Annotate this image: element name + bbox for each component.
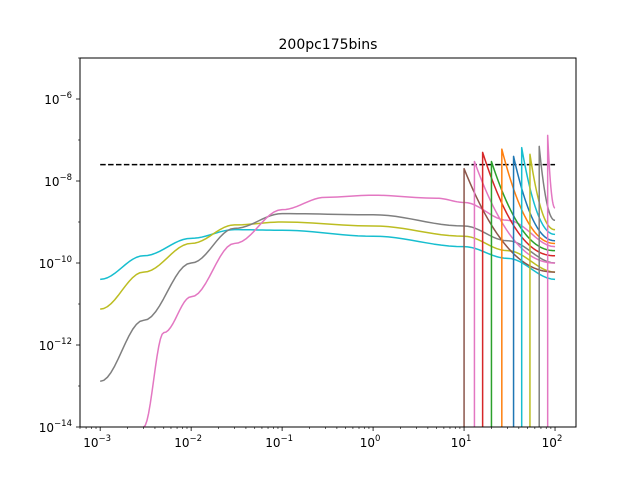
spike-line-7 (520, 146, 556, 427)
series-line-2 (100, 221, 556, 310)
y-tick-label-1: 10−14 (39, 419, 72, 435)
x-tick-label-2: 10−2 (174, 434, 202, 450)
y-tick-label-2: 10−12 (39, 337, 72, 353)
series-line-3 (99, 212, 556, 383)
spike-line-9 (538, 145, 556, 427)
plot-frame (79, 57, 577, 428)
x-tick-label-1: 10−3 (83, 434, 111, 450)
series-line-1 (100, 228, 556, 281)
series-line-4 (143, 194, 556, 427)
chart-title: 200pc175bins (279, 37, 378, 53)
axes: 10−3 10−2 10−1 100 101 102 10−14 10−12 10−10 10−8… (39, 57, 563, 450)
spike-line-5 (501, 148, 556, 427)
x-tick-label-5: 101 (451, 434, 472, 450)
x-tick-label-4: 100 (360, 434, 381, 450)
x-tick-label-6: 102 (542, 434, 563, 450)
spike-line-3 (481, 151, 556, 427)
x-tick-label-3: 10−1 (265, 434, 293, 450)
y-tick-label-5: 10−6 (44, 91, 72, 107)
plot-area (99, 134, 556, 427)
y-tick-label-3: 10−10 (39, 255, 72, 271)
spike-line-8 (529, 153, 556, 427)
y-tick-label-4: 10−8 (44, 173, 72, 189)
spike-line-10 (546, 134, 556, 427)
